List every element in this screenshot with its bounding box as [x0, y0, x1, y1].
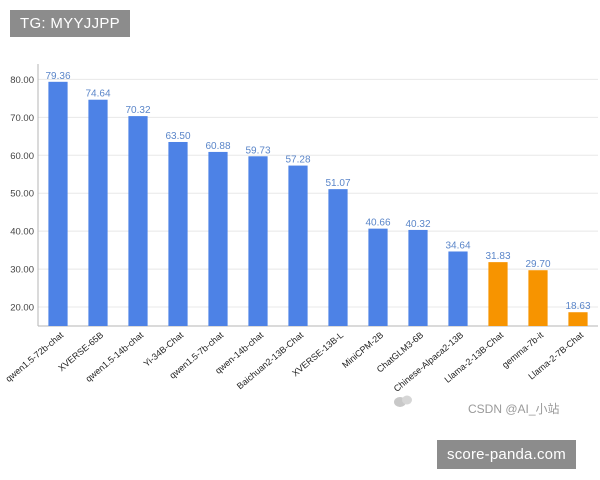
value-label: 60.88 — [205, 141, 230, 152]
value-label: 70.32 — [125, 105, 150, 116]
value-label: 40.32 — [405, 219, 430, 230]
value-label: 79.36 — [45, 71, 70, 82]
watermark-logo-icon — [394, 395, 412, 407]
bar-qwen1.5-72b-chat — [48, 81, 68, 327]
x-tick-labels: qwen1.5-72b-chatXVERSE-65Bqwen1.5-14b-ch… — [4, 330, 586, 394]
value-label: 74.64 — [85, 89, 110, 100]
bar-XVERSE-13B-L — [328, 189, 348, 326]
bar-qwen1.5-14b-chat — [128, 116, 148, 327]
x-tick-label: Chinese-Alpaca2-13B — [392, 330, 466, 394]
bar-Chinese-Alpaca2-13B — [448, 251, 468, 326]
value-label: 59.73 — [245, 145, 270, 156]
value-labels: 79.36 74.64 70.32 63.50 60.88 59.73 57.28 51.07… — [45, 71, 590, 312]
bar-Baichuan2-13B-Chat — [288, 165, 308, 326]
value-label: 51.07 — [325, 178, 350, 189]
x-tick-label: qwen1.5-72b-chat — [4, 330, 66, 384]
y-tick-label: 80.00 — [10, 75, 34, 86]
value-label: 31.83 — [485, 251, 510, 262]
y-tick-label: 40.00 — [10, 227, 34, 238]
value-label: 29.70 — [525, 259, 550, 270]
y-tick-label: 20.00 — [10, 303, 34, 314]
axes — [37, 64, 598, 327]
bars — [48, 81, 588, 327]
watermark-csdn: CSDN @AI_小站 — [468, 402, 560, 416]
bar-MiniCPM-2B — [368, 228, 388, 326]
y-tick-labels: 20.00 30.00 40.00 50.00 60.00 70.00 80.00 — [10, 75, 34, 314]
value-label: 57.28 — [285, 155, 310, 166]
value-label: 34.64 — [445, 240, 470, 251]
bar-XVERSE-65B — [88, 99, 108, 326]
bar-gemma-7b-it — [528, 270, 548, 326]
bar-Llama-2-13B-Chat — [488, 262, 508, 326]
watermark-tag-top: TG: MYYJJPP — [10, 10, 130, 37]
value-label: 18.63 — [565, 301, 590, 312]
watermark-tag-site: score-panda.com — [437, 440, 576, 469]
value-label: 40.66 — [365, 218, 390, 229]
y-tick-label: 60.00 — [10, 151, 34, 162]
bar-ChatGLM3-6B — [408, 229, 428, 326]
bar-qwen1.5-7b-chat — [208, 151, 228, 326]
bar-Yi-34B-Chat — [168, 141, 188, 326]
y-tick-label: 30.00 — [10, 265, 34, 276]
y-tick-label: 50.00 — [10, 189, 34, 200]
bar-qwen-14b-chat — [248, 156, 268, 326]
bar-Llama-2-7B-Chat — [568, 312, 588, 326]
grid-lines — [38, 78, 598, 308]
x-tick-label: Baichuan2-13B-Chat — [235, 330, 306, 392]
value-label: 63.50 — [165, 131, 190, 142]
y-tick-label: 70.00 — [10, 113, 34, 124]
